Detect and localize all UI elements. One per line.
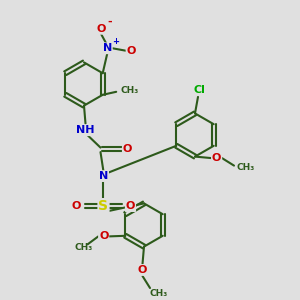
Text: Cl: Cl bbox=[194, 85, 206, 95]
Text: O: O bbox=[97, 24, 106, 34]
Text: O: O bbox=[138, 265, 147, 275]
Text: CH₃: CH₃ bbox=[150, 289, 168, 298]
Text: S: S bbox=[98, 199, 109, 213]
Text: CH₃: CH₃ bbox=[121, 86, 139, 95]
Text: NH: NH bbox=[76, 125, 95, 135]
Text: CH₃: CH₃ bbox=[74, 243, 92, 252]
Text: O: O bbox=[127, 46, 136, 56]
Text: -: - bbox=[107, 17, 112, 27]
Text: O: O bbox=[99, 231, 108, 242]
Text: O: O bbox=[126, 201, 135, 211]
Text: O: O bbox=[123, 144, 132, 154]
Text: N: N bbox=[99, 171, 108, 181]
Text: O: O bbox=[212, 153, 221, 163]
Text: O: O bbox=[72, 201, 81, 211]
Text: N: N bbox=[103, 43, 112, 53]
Text: CH₃: CH₃ bbox=[236, 164, 255, 172]
Text: +: + bbox=[112, 37, 120, 46]
